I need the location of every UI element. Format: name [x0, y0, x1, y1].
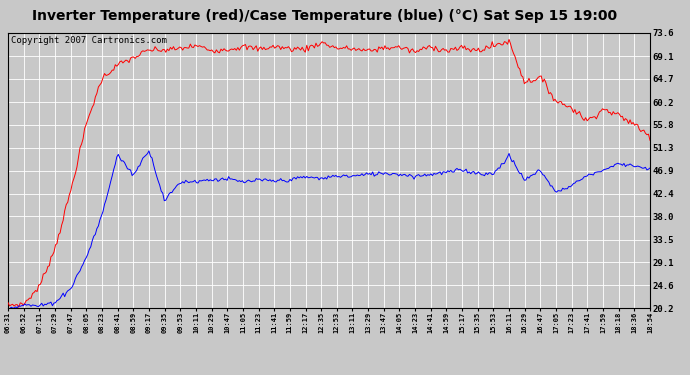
Text: Inverter Temperature (red)/Case Temperature (blue) (°C) Sat Sep 15 19:00: Inverter Temperature (red)/Case Temperat…	[32, 9, 617, 23]
Text: Copyright 2007 Cartronics.com: Copyright 2007 Cartronics.com	[11, 36, 167, 45]
